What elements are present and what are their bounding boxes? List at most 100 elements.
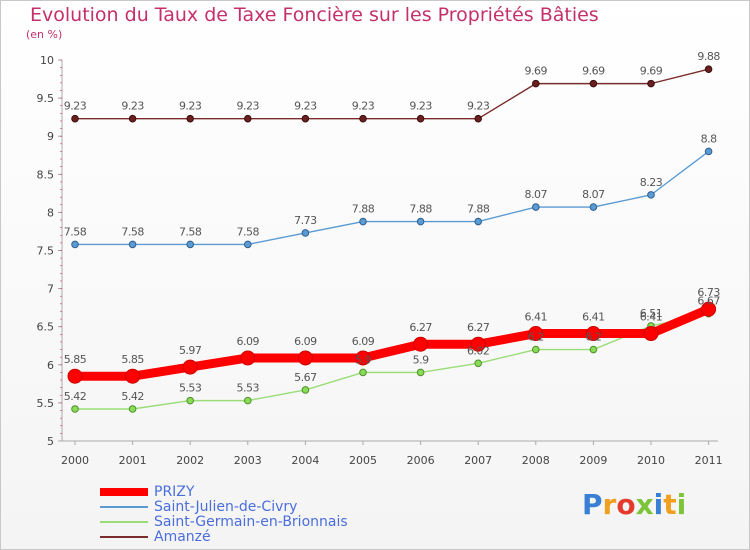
data-label: 9.23 [467,100,490,113]
data-label: 6.27 [409,321,432,334]
data-point [589,345,598,354]
data-point [71,405,79,413]
data-label: 8.07 [525,188,548,201]
data-point [470,336,486,352]
data-point [359,217,367,226]
data-label: 9.69 [640,65,663,78]
data-point [416,217,425,226]
data-label: 6.41 [640,311,663,324]
logo-letter: t [663,488,677,521]
data-label: 7.58 [237,225,260,238]
x-tick-label: 2000 [61,454,89,467]
data-point [416,114,425,123]
y-tick-label: 8 [47,206,54,219]
data-label: 9.23 [237,100,260,113]
data-label: 9.23 [64,100,87,113]
data-point [240,350,256,366]
data-label: 5.85 [121,353,144,366]
data-point [704,65,713,73]
y-tick-label: 9 [47,130,54,143]
legend-label: Amanzé [154,528,211,545]
y-tick-label: 10 [40,54,54,67]
data-label: 7.73 [294,214,317,227]
data-point [186,396,194,405]
data-label: 6.09 [237,335,260,348]
data-point [67,368,83,384]
legend-item: Saint-Julien-de-Civry [100,498,348,515]
data-point [647,191,655,199]
data-label: 5.53 [179,382,202,395]
data-point [474,114,483,123]
data-point [416,368,425,377]
logo-letter: i [676,488,687,521]
x-tick-label: 2006 [407,454,435,467]
data-label: 7.88 [352,203,375,216]
data-label: 6.73 [697,286,720,299]
data-point [244,114,252,123]
data-point [125,368,141,384]
data-label: 6.2 [585,331,601,344]
data-label: 5.67 [294,371,317,384]
series-line [74,313,710,410]
data-point [186,240,194,249]
data-label: 7.88 [409,203,432,216]
x-tick-label: 2001 [119,454,147,467]
data-point [244,240,252,249]
data-label: 6.41 [525,311,548,324]
y-tick-label: 9.5 [37,92,55,105]
data-point [186,114,194,123]
legend-item: PRIZY [100,484,348,500]
data-point [359,368,367,377]
logo-letter: i [653,488,664,521]
data-point [301,114,310,123]
data-point [182,359,198,375]
data-label: 5.53 [237,382,260,395]
data-label: 5.42 [64,390,87,403]
data-point [128,240,137,249]
data-label: 6.67 [697,295,720,308]
data-label: 8.07 [582,188,605,201]
data-label: 9.23 [294,100,317,113]
data-point [474,217,483,226]
data-label: 7.58 [179,225,202,238]
logo-letter: o [616,488,636,521]
x-tick-label: 2004 [291,454,319,467]
data-label: 9.23 [409,100,432,113]
data-label: 7.58 [121,225,144,238]
data-point [474,359,483,368]
data-label: 5.9 [413,353,429,366]
chart-title: Evolution du Taux de Taxe Foncière sur l… [30,4,599,26]
y-tick-label: 8.5 [37,168,55,181]
x-tick-label: 2008 [522,454,550,467]
data-label: 8.8 [701,132,717,145]
data-label: 9.69 [525,65,548,78]
data-point [128,405,137,413]
legend-swatch [100,505,148,508]
data-point [301,386,310,394]
data-point [359,114,367,123]
legend-label: Saint-Germain-en-Brionnais [154,513,348,530]
legend-item: Amanzé [100,528,348,545]
data-label: 5.97 [179,344,202,357]
x-tick-label: 2010 [637,454,665,467]
logo-letter: x [635,488,654,521]
data-point [532,79,540,88]
data-point [413,336,429,352]
legend-label: Saint-Julien-de-Civry [154,498,298,515]
data-label: 9.88 [697,50,720,63]
data-point [647,79,655,88]
x-tick-label: 2002 [176,454,204,467]
data-label: 9.23 [121,100,144,113]
x-tick-label: 2009 [579,454,607,467]
data-point [297,350,313,366]
data-label: 5.9 [355,353,371,366]
data-point [701,301,717,317]
data-point [704,147,713,156]
data-point [244,396,252,405]
legend-swatch [100,535,148,538]
data-label: 6.41 [582,311,605,324]
data-point [71,240,79,249]
data-point [589,79,598,88]
